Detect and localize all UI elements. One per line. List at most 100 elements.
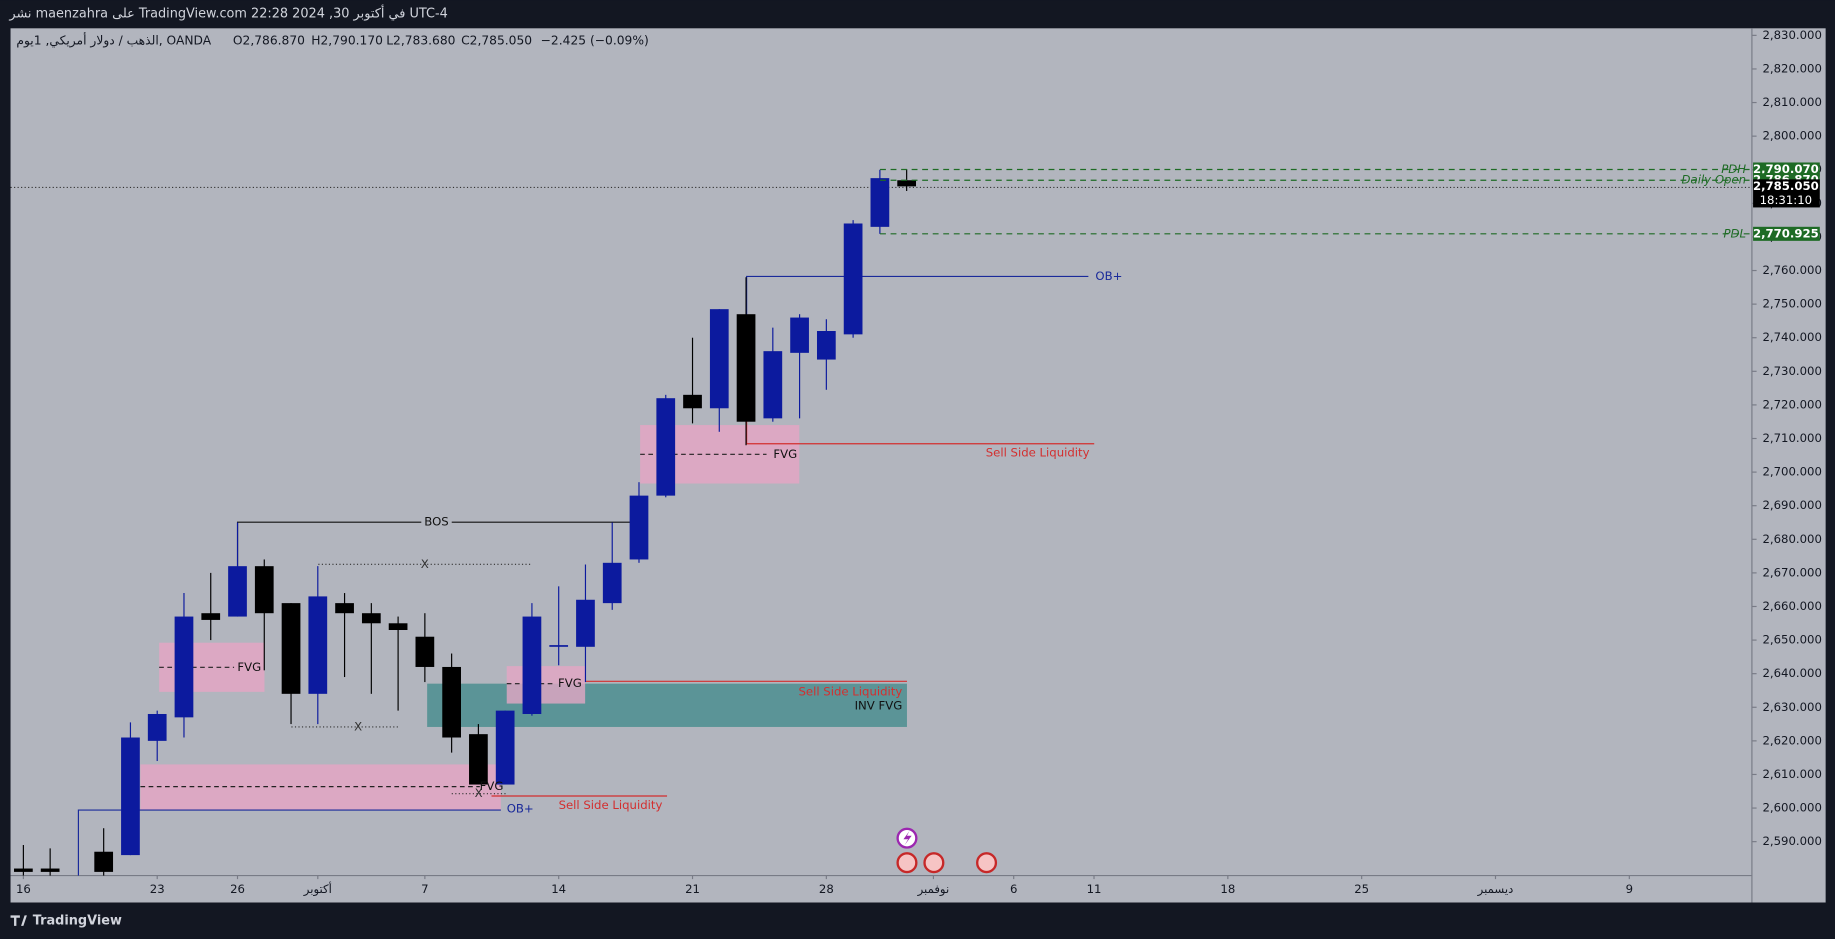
x-tick-label: 14: [551, 882, 566, 896]
candle-body: [549, 645, 569, 647]
y-tick-label: 2,830.000: [1762, 28, 1821, 42]
y-tick-label: 2,810.000: [1762, 95, 1821, 109]
ohlc-low: L2,783.680: [386, 34, 455, 48]
y-tick-label: 2,710.000: [1762, 431, 1821, 445]
candle-body: [121, 737, 140, 856]
fvg-label: FVG: [237, 660, 261, 674]
fvg-label: FVG: [480, 779, 504, 793]
ohlc-high: H2,790.170: [311, 34, 383, 48]
y-tick-label: 2,600.000: [1762, 801, 1821, 815]
y-tick-label: 2,720.000: [1762, 397, 1821, 411]
liquidity-label: Sell Side Liquidity: [798, 684, 902, 698]
annotation-labels: BOS FVG FVG FVG FVG OB+ OB+ Sell Side Li…: [237, 269, 1122, 815]
inv-fvg-label: INV FVG: [855, 698, 903, 712]
brand: TradingView: [33, 914, 122, 929]
ohlc-close: C2,785.050: [461, 34, 532, 48]
y-tick-label: 2,650.000: [1762, 633, 1821, 647]
candle-body: [442, 666, 461, 738]
candle-body: [147, 713, 167, 741]
x-tick-label: 16: [16, 882, 31, 896]
candle-body: [388, 623, 408, 631]
liquidity-label: Sell Side Liquidity: [559, 798, 663, 812]
candle-body: [602, 562, 622, 604]
ob-label: OB+: [1095, 269, 1122, 283]
countdown: 18:31:10: [1760, 193, 1813, 207]
candles: [14, 169, 917, 876]
fvg-zone: [506, 666, 586, 704]
candle-body: [469, 734, 488, 785]
candle-body: [201, 613, 221, 620]
y-tick-label: 2,670.000: [1762, 565, 1821, 579]
y-tick-label: 2,740.000: [1762, 330, 1821, 344]
candle-body: [683, 394, 702, 409]
x-tick-label: أكتوبر: [303, 881, 332, 897]
level-label: PDH: [1721, 162, 1746, 176]
candle-body: [94, 851, 114, 872]
event-icons: [896, 827, 998, 874]
candle-body: [576, 599, 595, 647]
y-tick-label: 2,700.000: [1762, 465, 1821, 479]
candle-body: [254, 566, 274, 614]
price-tag: [1753, 226, 1820, 241]
level-label: Daily Open: [1682, 173, 1747, 187]
x-tick-label: 6: [1010, 882, 1017, 896]
price-tag: [1753, 162, 1820, 177]
candle-body: [790, 317, 809, 353]
event-icon: [976, 852, 998, 874]
candle-body: [870, 178, 890, 227]
x-tick-label: 21: [685, 882, 700, 896]
price-tag: [1753, 179, 1820, 208]
x-tick-label: 7: [421, 882, 428, 896]
candle-body: [308, 596, 328, 694]
candle-body: [843, 223, 863, 335]
candle-body: [174, 616, 194, 718]
level-label: PDL: [1723, 226, 1746, 240]
candle-body: [763, 351, 783, 419]
y-tick-label: 2,750.000: [1762, 297, 1821, 311]
x-tick-label: 9: [1626, 882, 1633, 896]
y-tick-label: 2,590.000: [1762, 834, 1821, 848]
x-label: X: [354, 719, 362, 733]
x-tick-label: 26: [230, 882, 245, 896]
y-tick-label: 2,680.000: [1762, 532, 1821, 546]
y-tick-label: 2,730.000: [1762, 364, 1821, 378]
y-tick-label: 2,620.000: [1762, 733, 1821, 747]
price-tag-label: 2,770.925: [1753, 226, 1819, 240]
candle-body: [335, 603, 354, 614]
candle-body: [415, 636, 435, 667]
candle-body: [736, 314, 756, 422]
candle-body: [709, 309, 729, 409]
y-tick-label: 2,690.000: [1762, 498, 1821, 512]
ob-line: [77, 809, 501, 876]
liquidity-label: Sell Side Liquidity: [986, 446, 1090, 460]
candle-body: [281, 603, 301, 694]
x-label: X: [421, 557, 429, 571]
x-tick-label: 25: [1354, 882, 1369, 896]
bos-label: BOS: [424, 515, 448, 529]
event-icon: [923, 852, 945, 874]
candle-body: [816, 331, 836, 360]
x-tick-label: ديسمبر: [1477, 882, 1514, 897]
x-tick-label: 28: [819, 882, 834, 896]
y-tick-label: 2,610.000: [1762, 767, 1821, 781]
candle-body: [522, 616, 542, 714]
ohlc-open: O2,786.870: [233, 34, 305, 48]
ohlc-change: −2.425 (−0.09%): [541, 34, 649, 48]
x-tick-label: 23: [150, 882, 165, 896]
legend: الذهب / دولار أمريكي, 1يوم, OANDA O2,786…: [16, 33, 648, 49]
candle-body: [897, 180, 917, 187]
candle-body: [656, 398, 676, 496]
fvg-label: FVG: [558, 676, 582, 690]
x-tick-label: 11: [1087, 882, 1102, 896]
x-label: X: [475, 786, 483, 800]
y-tick-label: 2,660.000: [1762, 599, 1821, 613]
x-tick-label: 18: [1220, 882, 1235, 896]
y-tick-label: 2,820.000: [1762, 61, 1821, 75]
event-icon: [903, 831, 912, 846]
candle-body: [495, 710, 515, 785]
y-tick-label: 2,640.000: [1762, 666, 1821, 680]
candle-body: [40, 868, 60, 872]
ob-label: OB+: [507, 801, 534, 815]
